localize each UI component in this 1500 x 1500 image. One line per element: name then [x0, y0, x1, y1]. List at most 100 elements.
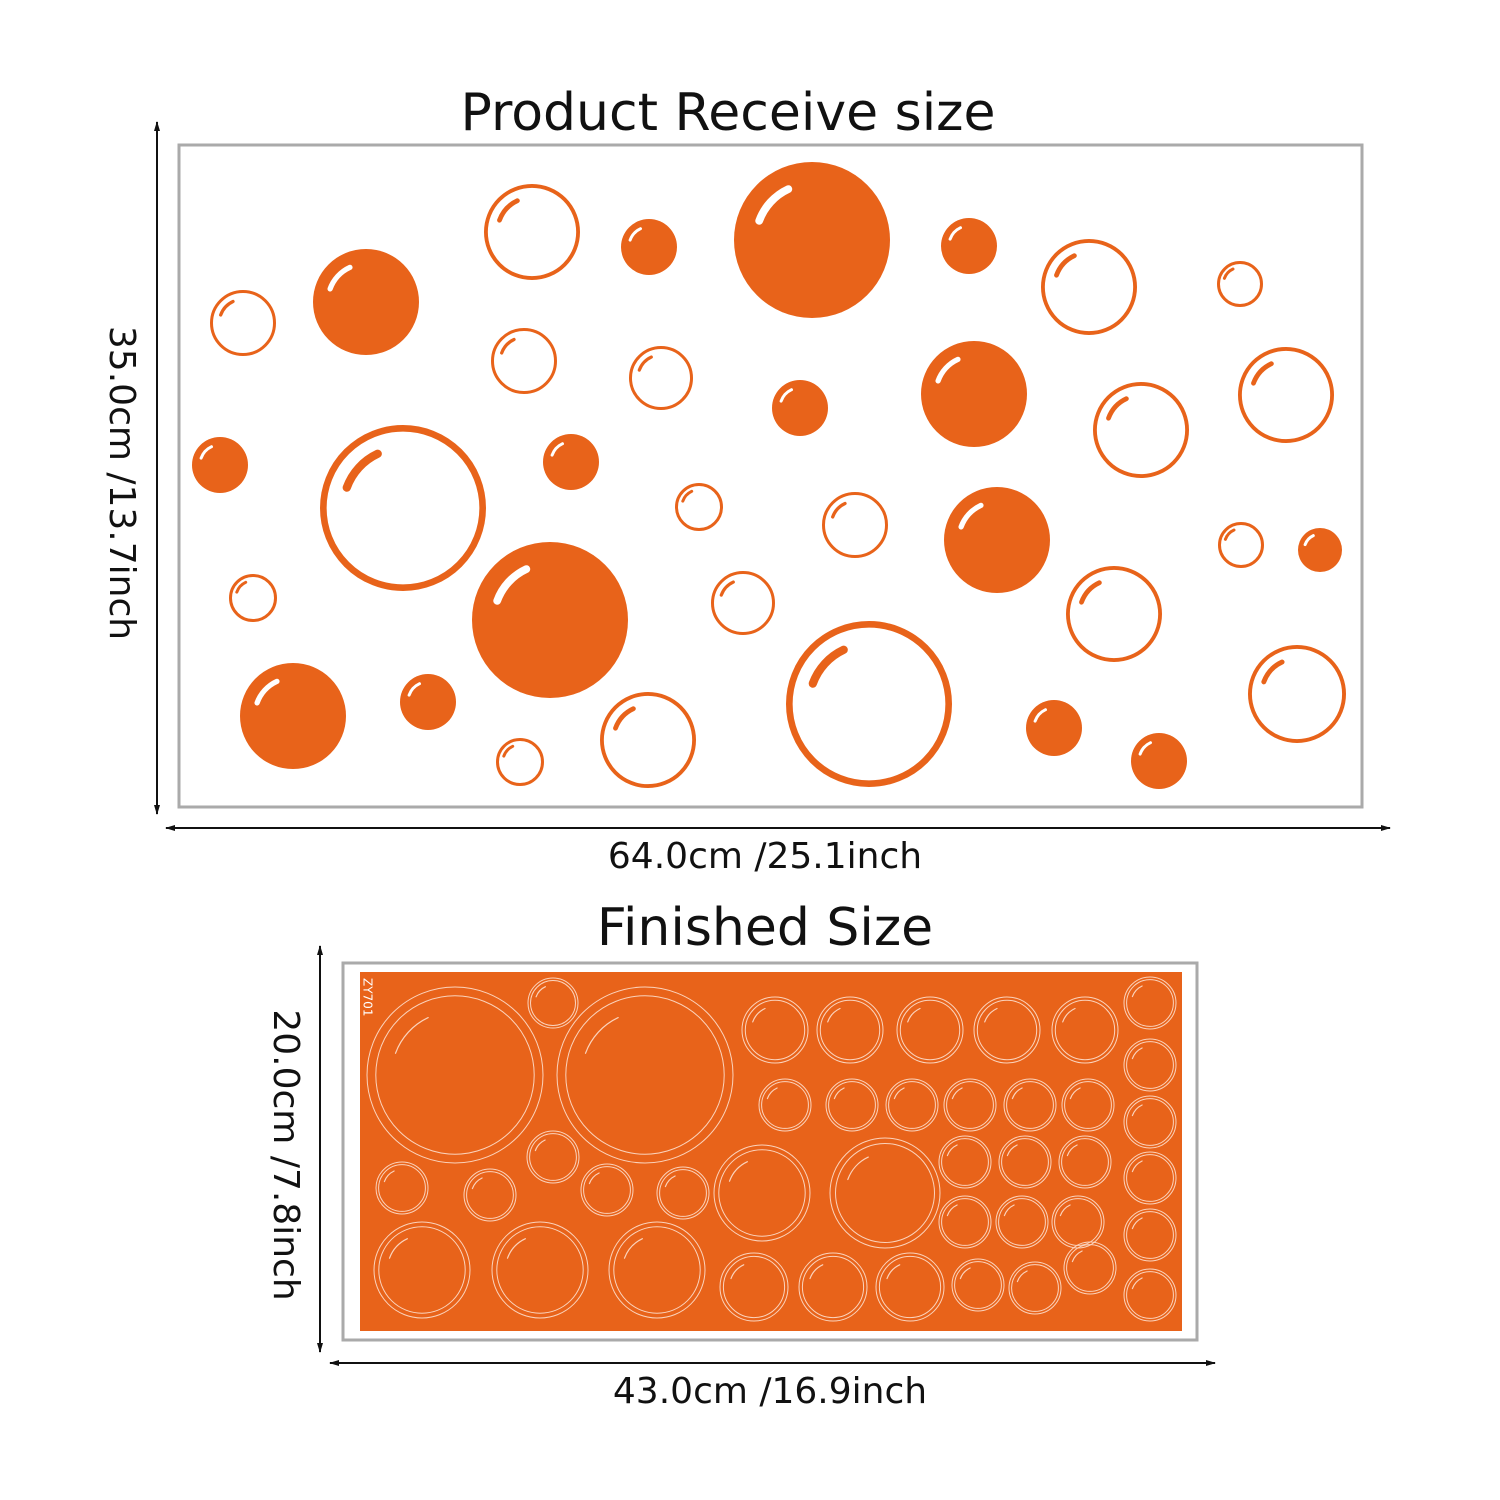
bubble-highlight [1261, 659, 1285, 685]
bubble-highlight [959, 1267, 971, 1280]
bubble-highlight [502, 744, 515, 758]
sticker-outline [941, 1138, 989, 1186]
bubble-highlight [766, 1087, 778, 1100]
width-label: 43.0cm /16.9inch [613, 1371, 927, 1412]
sticker-outline [1123, 1095, 1177, 1149]
bubble [1238, 346, 1335, 443]
bubble-highlight [958, 502, 984, 530]
bubble-highlight [1303, 534, 1315, 547]
sticker-outline [556, 986, 734, 1164]
bubble-highlight [1131, 985, 1143, 998]
bubble [822, 492, 888, 558]
top-title: Product Receive size [461, 83, 996, 143]
bubble [921, 341, 1027, 447]
sticker-outline [496, 1226, 584, 1314]
bubble [400, 674, 456, 730]
bubble-highlight [1071, 1250, 1083, 1263]
bubble-highlight [235, 580, 248, 594]
bubble-highlight [1066, 1144, 1078, 1157]
bubble-highlight [779, 388, 793, 403]
sticker-outline [659, 1169, 707, 1217]
bubble-highlight [613, 706, 636, 731]
sticker-outline [373, 1221, 471, 1319]
sticker-outline [463, 1168, 517, 1222]
bubble-highlight [681, 489, 694, 503]
bubble [629, 346, 693, 410]
bubble-highlight [383, 1170, 395, 1183]
bubble-highlight [1033, 708, 1047, 723]
bubble-highlight [808, 645, 848, 688]
sticker-outline [1126, 1271, 1174, 1319]
sticker-outline [378, 1226, 466, 1314]
sticker-outline [946, 1081, 994, 1129]
bubble-highlight [1251, 361, 1274, 386]
bubble-highlight [1131, 1160, 1143, 1173]
sticker-outline [998, 1198, 1046, 1246]
bubble-highlight [1062, 1007, 1076, 1023]
bubble-highlight [534, 1139, 546, 1152]
bubbles [192, 162, 1346, 789]
bubble-highlight [588, 1172, 600, 1185]
bubble-highlight [1006, 1144, 1018, 1157]
sticker-outline [899, 999, 961, 1061]
sticker-outline [719, 1252, 789, 1322]
sticker-outline [995, 1195, 1049, 1249]
bubble-highlight [407, 682, 421, 697]
bubble-highlight [886, 1264, 901, 1280]
bubble-highlight [1059, 1204, 1071, 1217]
bubble-highlight [1131, 1277, 1143, 1290]
sticker-outline [741, 996, 809, 1064]
bubble [772, 380, 828, 436]
bubble-highlight [664, 1175, 676, 1188]
sticker-outline [1054, 999, 1116, 1061]
bubble [1247, 645, 1346, 744]
sticker-outline [1126, 1098, 1174, 1146]
bubble [210, 290, 276, 356]
bubble-highlight [833, 1087, 845, 1100]
sticker-outline [718, 1149, 806, 1237]
bubble-highlight [907, 1007, 921, 1023]
bubble [1131, 733, 1187, 789]
sticker-outline [875, 1252, 945, 1322]
bubble-highlight [847, 1156, 869, 1181]
bubble-highlight [1003, 1204, 1015, 1217]
bubble [941, 218, 997, 274]
bubble-highlight [1222, 267, 1235, 280]
bubble [1298, 528, 1342, 572]
bubble-highlight [827, 1007, 841, 1023]
bubble-highlight [730, 1264, 745, 1280]
sticker-outline [835, 1143, 935, 1243]
sticker-outline [1058, 1135, 1112, 1189]
bubble [786, 621, 953, 788]
bubble [944, 487, 1050, 593]
bubble [1218, 522, 1264, 568]
bubble [313, 249, 419, 355]
bubble [491, 328, 557, 394]
bubble-highlight [628, 227, 642, 242]
bubble [621, 219, 677, 275]
sticker-outline [1063, 1241, 1117, 1295]
sticker-outline [466, 1171, 514, 1219]
sticker-outline [1123, 976, 1177, 1030]
sticker-outline [1003, 1078, 1057, 1132]
bubble [1066, 565, 1163, 662]
bubble-highlight [893, 1087, 905, 1100]
sticker-outline [378, 1164, 426, 1212]
bubble-highlight [254, 678, 280, 706]
sticker-outline [375, 1161, 429, 1215]
bubble [711, 571, 775, 635]
bubble [599, 691, 696, 788]
bubble-highlight [388, 1238, 408, 1259]
sticker-outline [527, 977, 579, 1029]
bubble-highlight [719, 580, 735, 597]
bubble [472, 542, 628, 698]
bubble-highlight [497, 198, 520, 223]
bubble-highlight [935, 356, 961, 384]
bubble-highlight [500, 337, 516, 355]
height-label: 20.0cm /7.8inch [265, 1009, 306, 1300]
sticker-outline [819, 999, 881, 1061]
sticker-outline [1006, 1081, 1054, 1129]
bubble-highlight [1223, 528, 1236, 541]
sticker-outline [943, 1078, 997, 1132]
sticker-outline [1123, 1038, 1177, 1092]
